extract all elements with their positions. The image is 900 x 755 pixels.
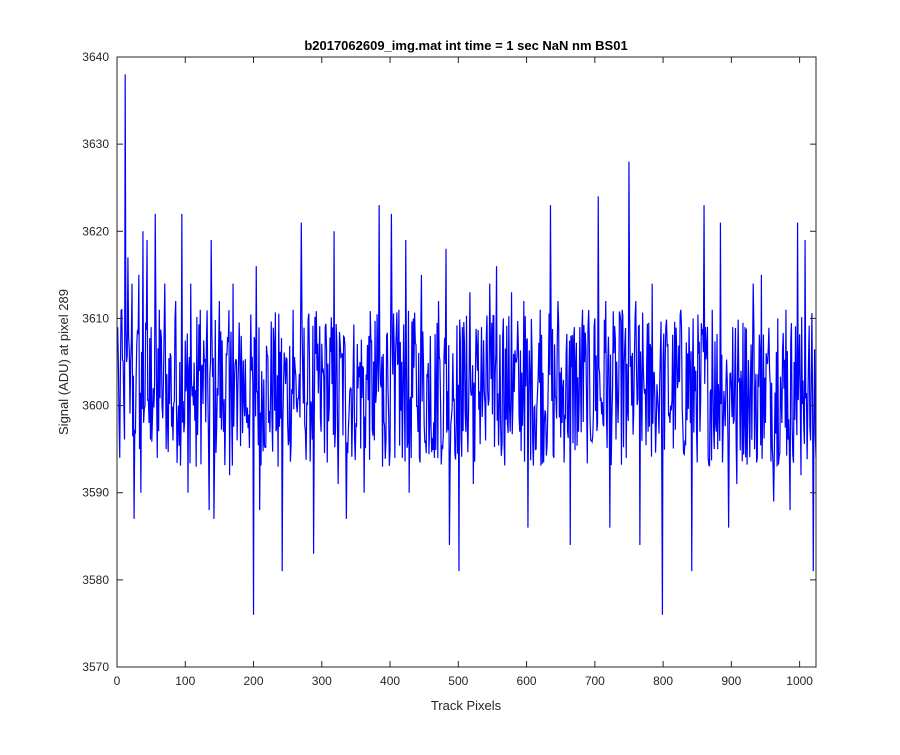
x-tick-label: 100 <box>175 674 195 688</box>
y-tick-label: 3590 <box>82 486 109 500</box>
x-tick-label: 500 <box>448 674 468 688</box>
x-ticks: 0 100 200 300 400 500 600 700 800 900 1000 <box>114 57 813 688</box>
y-tick-label: 3610 <box>82 311 109 325</box>
x-tick-label: 400 <box>380 674 400 688</box>
y-tick-label: 3630 <box>82 137 109 151</box>
x-axis-label: Track Pixels <box>431 698 502 713</box>
y-tick-label: 3600 <box>82 399 109 413</box>
series-layer <box>117 74 817 615</box>
x-tick-label: 0 <box>114 674 121 688</box>
x-tick-label: 200 <box>244 674 264 688</box>
x-tick-label: 600 <box>517 674 537 688</box>
y-tick-label: 3580 <box>82 573 109 587</box>
y-ticks: 3570 3580 3590 3600 3610 3620 3630 3640 <box>82 50 816 674</box>
x-tick-label: 1000 <box>786 674 813 688</box>
x-tick-label: 700 <box>585 674 605 688</box>
y-tick-label: 3640 <box>82 50 109 64</box>
x-tick-label: 800 <box>653 674 673 688</box>
signal-series-line <box>117 74 817 615</box>
axes-box <box>116 56 817 668</box>
chart-title: b2017062609_img.mat int time = 1 sec NaN… <box>304 38 627 53</box>
y-tick-label: 3620 <box>82 224 109 238</box>
y-axis-label: Signal (ADU) at pixel 289 <box>56 289 71 435</box>
x-tick-label: 900 <box>721 674 741 688</box>
y-tick-label: 3570 <box>82 660 109 674</box>
x-tick-label: 300 <box>312 674 332 688</box>
